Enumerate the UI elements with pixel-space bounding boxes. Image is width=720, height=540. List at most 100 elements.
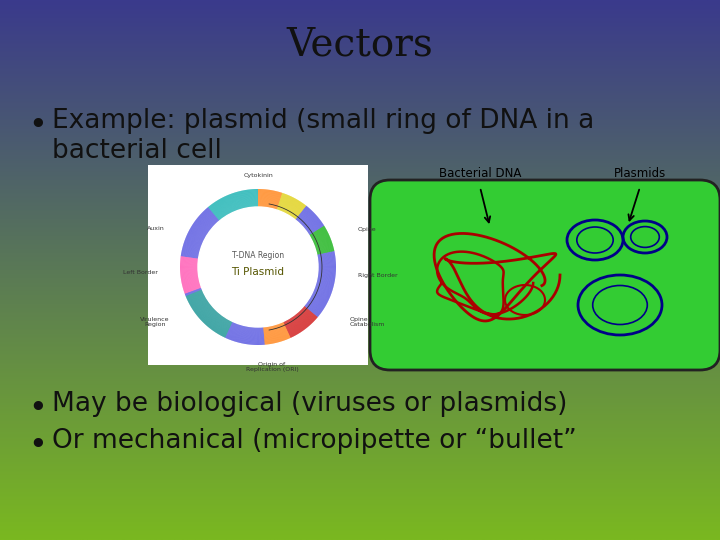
Polygon shape (293, 204, 304, 219)
Polygon shape (317, 279, 335, 282)
Polygon shape (269, 326, 273, 343)
Polygon shape (302, 214, 316, 227)
Polygon shape (206, 209, 218, 222)
Polygon shape (310, 228, 326, 238)
Polygon shape (189, 231, 204, 240)
Polygon shape (234, 324, 240, 341)
Polygon shape (183, 284, 200, 289)
Polygon shape (184, 243, 201, 249)
Polygon shape (277, 193, 284, 210)
Polygon shape (193, 223, 208, 234)
Polygon shape (243, 191, 246, 208)
Polygon shape (186, 291, 203, 299)
Polygon shape (287, 198, 295, 214)
Polygon shape (229, 322, 236, 340)
Polygon shape (224, 197, 232, 213)
Polygon shape (181, 253, 199, 256)
Polygon shape (237, 192, 243, 209)
Polygon shape (269, 191, 274, 208)
Polygon shape (191, 298, 207, 308)
Polygon shape (199, 215, 213, 227)
Polygon shape (214, 202, 225, 218)
Polygon shape (281, 195, 289, 212)
Polygon shape (252, 327, 254, 345)
Polygon shape (272, 191, 277, 209)
Polygon shape (282, 322, 289, 339)
Polygon shape (279, 194, 287, 211)
Polygon shape (271, 326, 276, 343)
Polygon shape (282, 322, 290, 339)
Polygon shape (318, 261, 336, 263)
Polygon shape (273, 191, 277, 209)
Polygon shape (180, 263, 198, 265)
Polygon shape (181, 278, 199, 282)
Polygon shape (180, 272, 198, 274)
Polygon shape (313, 289, 330, 296)
Polygon shape (300, 211, 312, 224)
Polygon shape (247, 190, 250, 207)
Polygon shape (184, 287, 202, 294)
Polygon shape (192, 226, 207, 236)
Polygon shape (248, 327, 251, 345)
Polygon shape (180, 268, 198, 269)
Polygon shape (260, 189, 261, 207)
Polygon shape (209, 206, 220, 220)
Polygon shape (298, 209, 310, 222)
Polygon shape (276, 324, 282, 341)
Polygon shape (279, 194, 286, 211)
Polygon shape (287, 199, 296, 214)
Polygon shape (202, 309, 215, 322)
Polygon shape (318, 265, 336, 266)
Polygon shape (240, 191, 245, 208)
Polygon shape (273, 192, 278, 209)
Polygon shape (312, 232, 328, 241)
Polygon shape (194, 301, 209, 312)
Polygon shape (184, 285, 201, 291)
Polygon shape (183, 245, 200, 251)
Polygon shape (268, 326, 271, 344)
Polygon shape (184, 241, 202, 247)
Polygon shape (259, 327, 260, 345)
Polygon shape (286, 198, 294, 214)
Polygon shape (313, 291, 330, 299)
Polygon shape (189, 295, 205, 305)
Polygon shape (181, 259, 198, 261)
Polygon shape (264, 327, 266, 345)
Polygon shape (192, 300, 208, 309)
Polygon shape (184, 242, 201, 248)
Polygon shape (182, 281, 199, 286)
Polygon shape (311, 295, 327, 304)
Polygon shape (235, 192, 241, 210)
Polygon shape (284, 197, 292, 213)
Polygon shape (264, 327, 266, 345)
Polygon shape (318, 271, 336, 273)
Polygon shape (191, 226, 207, 236)
Polygon shape (181, 253, 199, 257)
Polygon shape (318, 258, 336, 261)
Polygon shape (282, 196, 290, 212)
Polygon shape (259, 327, 261, 345)
Polygon shape (315, 242, 332, 248)
Polygon shape (220, 199, 229, 214)
Polygon shape (265, 327, 268, 345)
Polygon shape (197, 218, 211, 230)
Polygon shape (282, 195, 289, 212)
Polygon shape (235, 325, 241, 342)
Polygon shape (317, 280, 334, 284)
Polygon shape (196, 220, 210, 231)
Polygon shape (269, 190, 272, 208)
Polygon shape (221, 320, 230, 336)
Polygon shape (248, 190, 251, 207)
Polygon shape (288, 319, 297, 334)
Polygon shape (318, 273, 336, 275)
Polygon shape (306, 220, 320, 231)
Polygon shape (259, 189, 260, 207)
Polygon shape (287, 199, 297, 215)
Polygon shape (300, 310, 312, 323)
Polygon shape (180, 269, 198, 271)
Polygon shape (238, 191, 243, 209)
Polygon shape (281, 195, 288, 212)
Polygon shape (274, 192, 279, 210)
Polygon shape (316, 281, 334, 286)
Polygon shape (200, 307, 214, 320)
